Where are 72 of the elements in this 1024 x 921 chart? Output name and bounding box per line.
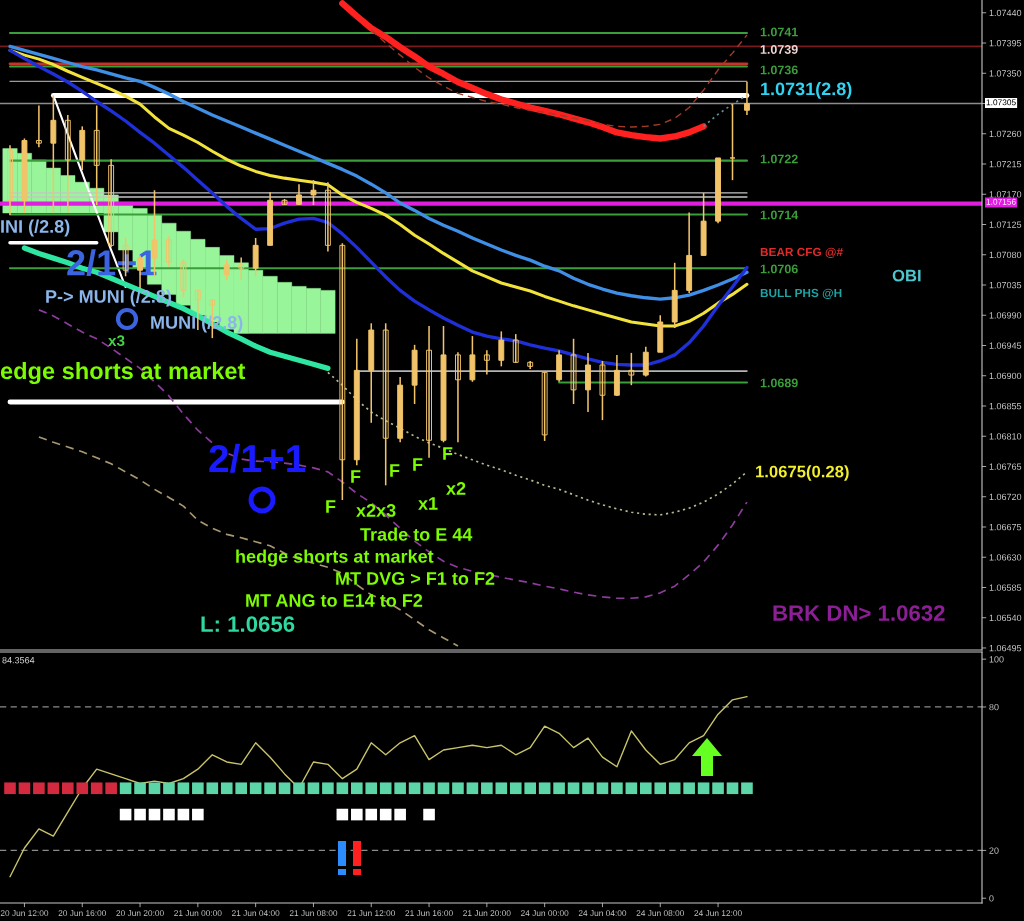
annotation: F bbox=[443, 447, 453, 460]
annotation: 1.0739 bbox=[760, 45, 798, 54]
text: 1.0714 bbox=[760, 210, 799, 220]
annotation: 84.3564 bbox=[2, 657, 35, 664]
annotation: MT DVG > F1 to F2 bbox=[336, 572, 495, 585]
text: 1.0741 bbox=[760, 27, 798, 37]
text: 1.0722 bbox=[760, 154, 798, 164]
y-tick-label: 1.06495 bbox=[989, 644, 1022, 652]
y-tick-label: 100 bbox=[989, 656, 1004, 663]
y-tick-label: 1.06585 bbox=[989, 584, 1022, 591]
x-tick-label: 24 Jun 00:00 bbox=[520, 910, 569, 917]
text: 1.07305 bbox=[986, 99, 1016, 106]
annotation: hedge shorts at market bbox=[236, 549, 434, 567]
annotation: Trade to E 44 bbox=[360, 527, 473, 541]
text: 1.0689 bbox=[760, 378, 798, 388]
x-tick-label: 21 Jun 00:00 bbox=[174, 910, 222, 917]
y-tick-label: 1.07350 bbox=[989, 70, 1022, 77]
text: 1.0736 bbox=[760, 65, 798, 75]
y-tick-label: 1.06630 bbox=[989, 554, 1022, 561]
annotation: x3 bbox=[108, 335, 125, 347]
annotation: F bbox=[351, 470, 361, 483]
text: BRK DN> 1.0632 bbox=[773, 605, 945, 621]
y-tick-label: 1.07260 bbox=[989, 130, 1022, 138]
y-tick-label: 1.07440 bbox=[989, 9, 1022, 17]
x-tick-label: 24 Jun 04:00 bbox=[578, 910, 627, 917]
annotation: 2/1+1 bbox=[67, 249, 157, 277]
x-tick-label: 20 Jun 20:00 bbox=[116, 910, 164, 917]
annotation: x1 bbox=[418, 497, 438, 510]
x-tick-label: 21 Jun 08:00 bbox=[289, 910, 338, 917]
y-tick-label: 1.06720 bbox=[989, 493, 1022, 501]
annotation: MT ANG to E14 to F2 bbox=[246, 594, 423, 607]
y-tick-label: 1.06855 bbox=[989, 402, 1022, 410]
y-tick-label: 1.07080 bbox=[989, 251, 1022, 259]
annotation: x2 bbox=[446, 482, 466, 495]
y-tick-label: 1.06765 bbox=[989, 463, 1022, 470]
x-tick-label: 20 Jun 16:00 bbox=[58, 910, 107, 917]
text: BEAR CFG @# bbox=[760, 247, 843, 258]
y-tick-label: 1.06900 bbox=[989, 372, 1022, 380]
annotation: 1.0731(2.8) bbox=[761, 82, 852, 99]
y-tick-label: 1.06540 bbox=[989, 614, 1022, 622]
text: 1.07156 bbox=[986, 198, 1016, 205]
text: OBI bbox=[892, 269, 921, 282]
y-tick-label: 1.07215 bbox=[989, 160, 1022, 168]
y-tick-label: 1.06810 bbox=[989, 433, 1022, 440]
x-tick-label: 21 Jun 12:00 bbox=[347, 910, 396, 917]
y-tick-label: 1.07395 bbox=[989, 39, 1022, 47]
y-tick-label: 1.07035 bbox=[989, 281, 1022, 289]
annotation: INI (/2.8) bbox=[1, 219, 70, 237]
annotation: x2x3 bbox=[356, 504, 396, 517]
y-tick-label: 1.06675 bbox=[989, 523, 1022, 531]
x-tick-label: 24 Jun 08:00 bbox=[636, 910, 685, 917]
x-tick-label: 21 Jun 16:00 bbox=[405, 910, 453, 917]
y-tick-label: 1.07125 bbox=[989, 221, 1022, 228]
annotation: 2/1+1 bbox=[209, 443, 306, 473]
y-tick-label: 1.06990 bbox=[989, 312, 1022, 319]
text: 1.0675(0.28) bbox=[756, 465, 849, 481]
annotation: L: 1.0656 bbox=[201, 616, 295, 632]
y-tick-label: 80 bbox=[989, 703, 999, 711]
x-tick-label: 21 Jun 04:00 bbox=[231, 910, 280, 917]
annotation: edge shorts at market bbox=[0, 361, 246, 385]
y-tick-label: 20 bbox=[989, 847, 999, 854]
x-tick-label: 24 Jun 12:00 bbox=[694, 910, 742, 917]
annotation: F bbox=[413, 458, 423, 471]
x-tick-label: 21 Jun 20:00 bbox=[463, 910, 511, 917]
y-tick-label: 1.07170 bbox=[989, 191, 1022, 198]
annotation: F bbox=[390, 464, 400, 477]
text: BULL PHS @H bbox=[760, 288, 842, 299]
y-tick-label: 0 bbox=[989, 895, 994, 902]
text: 1.0706 bbox=[760, 264, 798, 274]
y-tick-label: 1.06945 bbox=[989, 342, 1022, 349]
x-tick-label: 20 Jun 12:00 bbox=[0, 910, 49, 917]
annotation: F bbox=[326, 500, 336, 513]
